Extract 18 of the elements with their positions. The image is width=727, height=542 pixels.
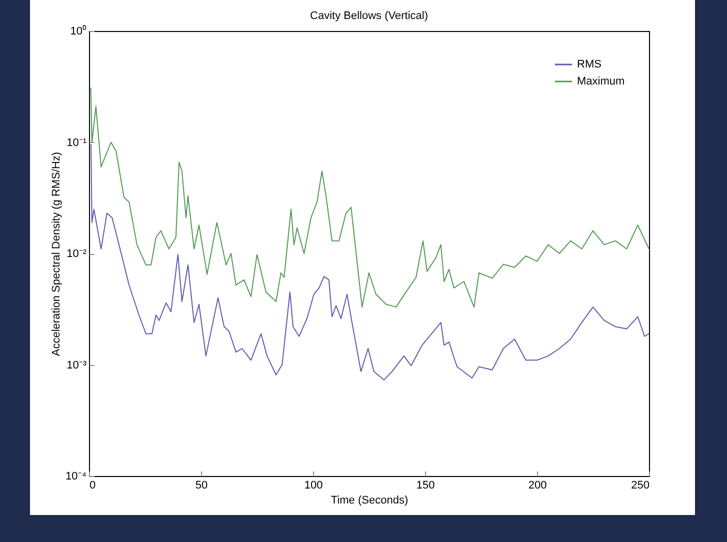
legend-label: Maximum [577,76,625,88]
legend-label: RMS [577,58,602,70]
x-tick-label: 150 [416,480,435,492]
x-tick-label: 0 [90,480,96,492]
x-tick-label: 250 [631,480,650,492]
y-tick-label: 10⁰ [70,24,86,38]
x-tick-label: 50 [195,480,208,492]
chart-title: Cavity Bellows (Vertical) [310,10,428,22]
y-tick-label: 10⁻⁴ [66,470,87,482]
y-tick-label: 10⁻¹ [66,136,87,149]
x-axis-title: Time (Seconds) [330,494,408,506]
x-tick-label: 100 [304,480,323,492]
line-series [90,87,650,308]
line-series [90,144,650,380]
y-tick-label: 10⁻² [66,248,87,260]
x-tick-label: 200 [528,480,547,492]
y-axis-title: Acceleration Spectral Density (g RMS/Hz) [50,152,63,356]
y-tick-label: 10⁻³ [66,359,87,372]
